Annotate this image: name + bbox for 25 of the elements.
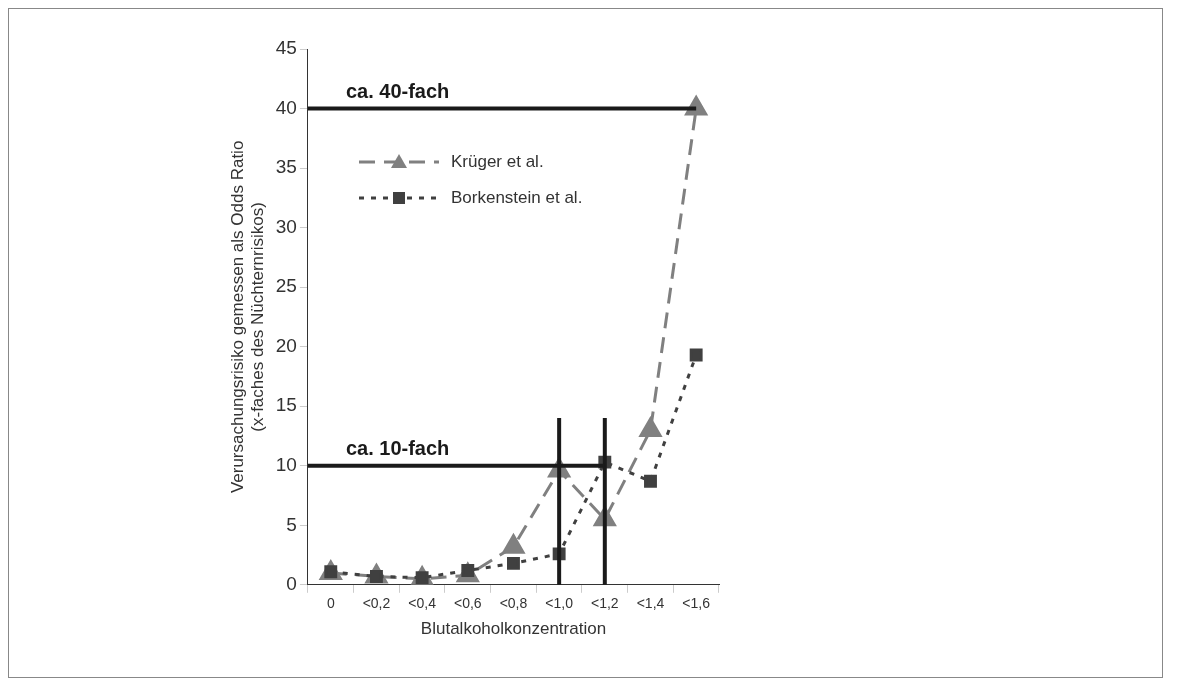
y-tick-label: 45 bbox=[275, 37, 297, 59]
x-tick-label: <0,8 bbox=[499, 595, 528, 612]
x-tick-label: <1,2 bbox=[590, 595, 619, 612]
x-tick-label: 0 bbox=[326, 595, 335, 612]
y-tick-label: 0 bbox=[286, 573, 297, 595]
x-tick-label: <0,6 bbox=[453, 595, 482, 612]
x-tick-label: <1,4 bbox=[636, 595, 665, 612]
y-tick-label: 20 bbox=[275, 334, 297, 356]
y-tick-label: 40 bbox=[275, 96, 297, 118]
x-axis-title: Blutalkoholkonzentration bbox=[420, 619, 607, 639]
y-tick-label: 35 bbox=[275, 156, 297, 178]
x-tick-label: <0,2 bbox=[362, 595, 391, 612]
y-tick-label: 25 bbox=[275, 275, 297, 297]
legend-label: Borkenstein et al. bbox=[451, 188, 583, 208]
y-tick-label: 15 bbox=[275, 394, 297, 416]
ref-line-label: ca. 10-fach bbox=[345, 437, 450, 460]
y-tick-label: 5 bbox=[286, 513, 297, 535]
x-tick-label: <1,6 bbox=[682, 595, 711, 612]
legend-label: Krüger et al. bbox=[451, 152, 544, 172]
x-tick-label: <1,0 bbox=[545, 595, 574, 612]
ref-line-label: ca. 40-fach bbox=[345, 80, 450, 103]
x-tick-label: <0,4 bbox=[408, 595, 437, 612]
y-tick-label: 10 bbox=[275, 453, 297, 475]
y-tick-label: 30 bbox=[275, 215, 297, 237]
y-axis-title: Verursachungsrisiko gemessen als Odds Ratio (x-faches des Nüchternrisikos) bbox=[227, 140, 268, 494]
